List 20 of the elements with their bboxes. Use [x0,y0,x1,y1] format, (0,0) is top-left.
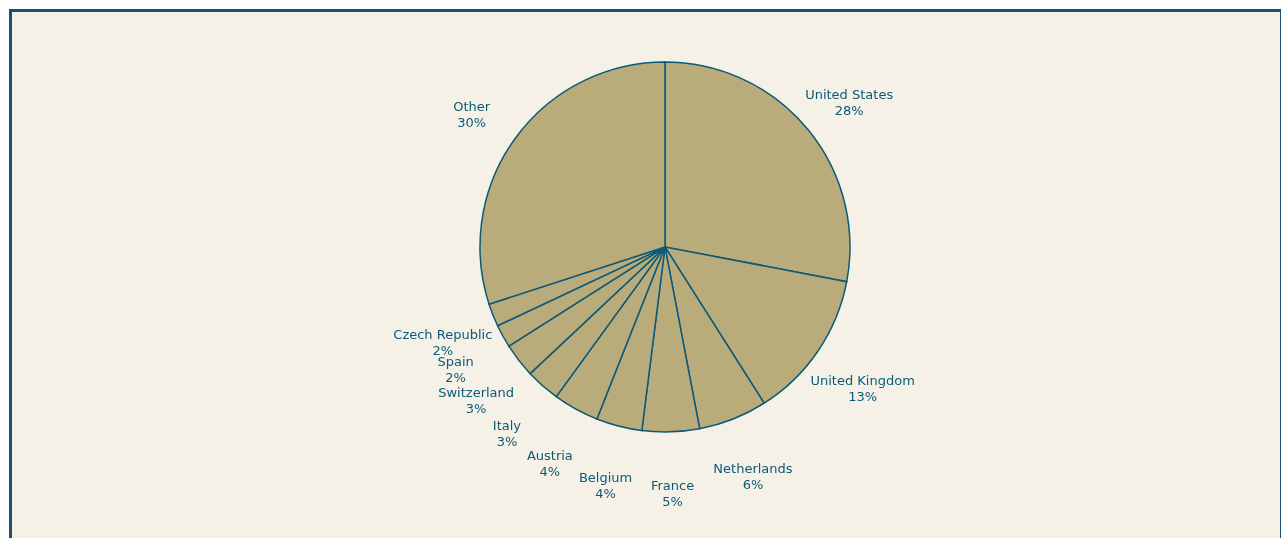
slice-label: Switzerland [438,385,515,401]
data-label: 5% [662,493,683,509]
slice-label: Netherlands [713,461,793,477]
data-label: 4% [539,464,561,480]
data-label: 6% [742,477,764,493]
slice-label: Austria [526,448,573,464]
slice-label: Other [453,98,491,114]
data-label: 3% [465,401,487,417]
slice-label: Czech Republic [393,326,493,342]
data-label: 30% [457,114,487,130]
data-label: 13% [848,389,878,405]
slice-label: Italy [492,418,522,434]
data-label: 4% [595,486,616,502]
data-label: 3% [496,434,518,450]
slice-label: France [650,477,695,493]
data-label: 28% [834,102,864,118]
slice-label: United Kingdom [810,373,915,389]
slice-label: Belgium [578,470,633,486]
slice-label: United States [805,86,894,102]
data-label: 2% [445,370,466,386]
